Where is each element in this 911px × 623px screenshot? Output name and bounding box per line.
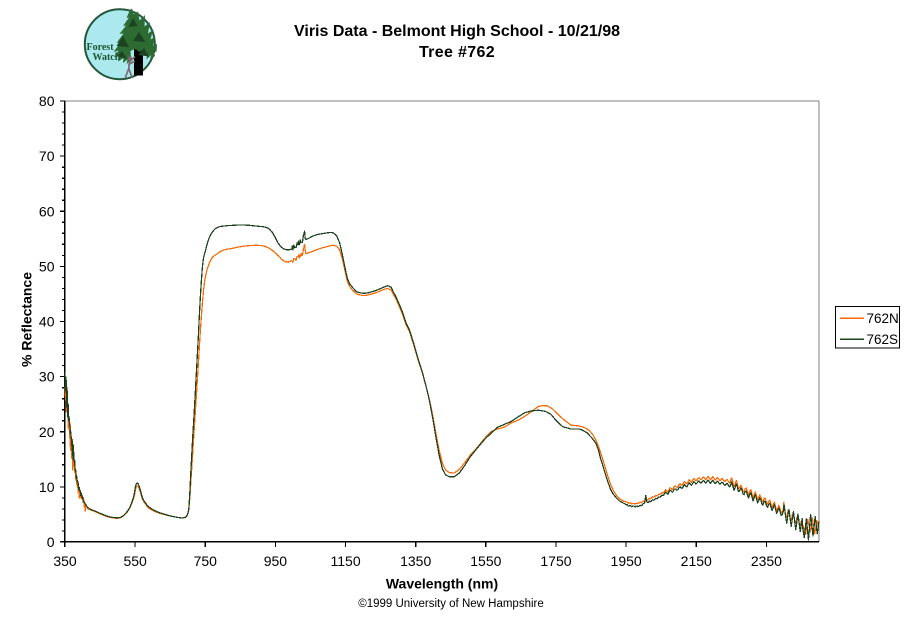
svg-text:60: 60 (39, 203, 55, 219)
svg-text:750: 750 (194, 553, 218, 569)
svg-text:Wavelength (nm): Wavelength (nm) (386, 576, 498, 592)
svg-text:20: 20 (39, 424, 55, 440)
svg-text:50: 50 (39, 258, 55, 274)
svg-text:762N: 762N (867, 311, 899, 326)
svg-text:762S: 762S (867, 332, 899, 347)
svg-text:1550: 1550 (470, 553, 501, 569)
svg-text:350: 350 (53, 553, 77, 569)
svg-text:2350: 2350 (751, 553, 782, 569)
svg-text:2150: 2150 (681, 553, 712, 569)
svg-text:0: 0 (47, 534, 55, 550)
svg-text:70: 70 (39, 148, 55, 164)
svg-text:% Reflectance: % Reflectance (18, 272, 34, 367)
svg-text:30: 30 (39, 369, 55, 385)
svg-text:10: 10 (39, 479, 55, 495)
svg-text:550: 550 (123, 553, 147, 569)
svg-text:Watch: Watch (93, 52, 121, 63)
svg-text:1150: 1150 (331, 553, 361, 569)
svg-text:1350: 1350 (400, 553, 431, 569)
svg-text:950: 950 (264, 553, 288, 569)
svg-text:1750: 1750 (540, 553, 571, 569)
svg-text:80: 80 (39, 93, 55, 109)
svg-text:40: 40 (39, 314, 55, 330)
svg-text:©1999 University of New Hampsh: ©1999 University of New Hampshire (358, 598, 544, 610)
svg-text:1950: 1950 (611, 553, 642, 569)
svg-text:Forest: Forest (87, 42, 115, 53)
